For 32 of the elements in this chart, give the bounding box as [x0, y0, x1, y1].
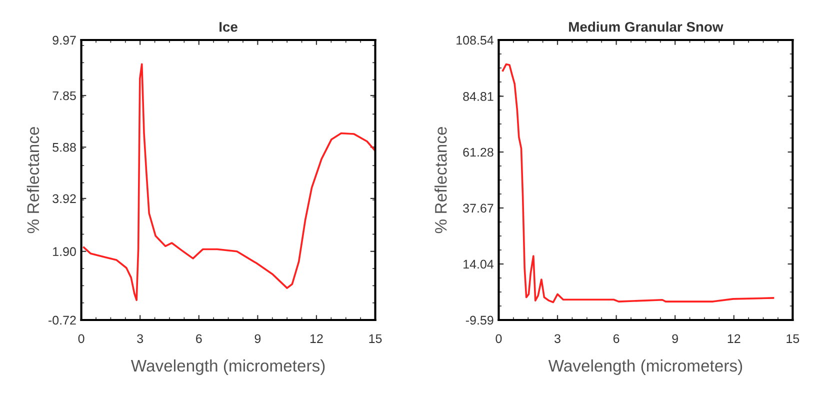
- x-tick-label: 6: [613, 334, 620, 344]
- chart-title: Ice: [220, 22, 238, 32]
- x-tick-label: 0: [78, 334, 84, 344]
- chart-title: Medium Granular Snow: [569, 22, 724, 32]
- y-tick-label: 61.28: [463, 148, 494, 157]
- x-tick-label: 15: [786, 334, 800, 344]
- y-axis-title: % Reflectance: [26, 127, 40, 234]
- x-tick-label: 0: [496, 334, 502, 344]
- x-tick-label: 12: [728, 334, 740, 343]
- x-tick-label: 15: [369, 334, 382, 344]
- y-tick-label: 3.92: [52, 194, 76, 204]
- y-axis-title: % Reflectance: [434, 127, 447, 234]
- line-series: [82, 63, 376, 301]
- y-tick-label: 1.90: [53, 247, 76, 256]
- x-tick-label: 3: [137, 334, 144, 344]
- x-axis-title: Wavelength (micrometers): [548, 359, 742, 375]
- y-tick-label: 9.97: [52, 36, 76, 45]
- y-tick-label: -9.59: [466, 316, 494, 325]
- y-tick-label: 7.85: [52, 91, 76, 100]
- x-tick-label: 9: [672, 334, 678, 344]
- y-tick-label: 5.88: [52, 142, 76, 152]
- y-tick-label: 108.54: [456, 36, 494, 45]
- x-tick-label: 6: [196, 334, 202, 344]
- x-axis-title: Wavelength (micrometers): [130, 359, 325, 375]
- x-tick-label: 12: [310, 334, 323, 343]
- y-tick-label: 14.04: [464, 260, 494, 269]
- y-tick-label: -0.72: [48, 316, 76, 325]
- x-tick-label: 3: [554, 334, 560, 344]
- y-tick-label: 84.81: [463, 92, 494, 101]
- x-tick-label: 9: [254, 334, 261, 344]
- line-series: [502, 63, 774, 304]
- y-tick-label: 37.67: [463, 204, 494, 213]
